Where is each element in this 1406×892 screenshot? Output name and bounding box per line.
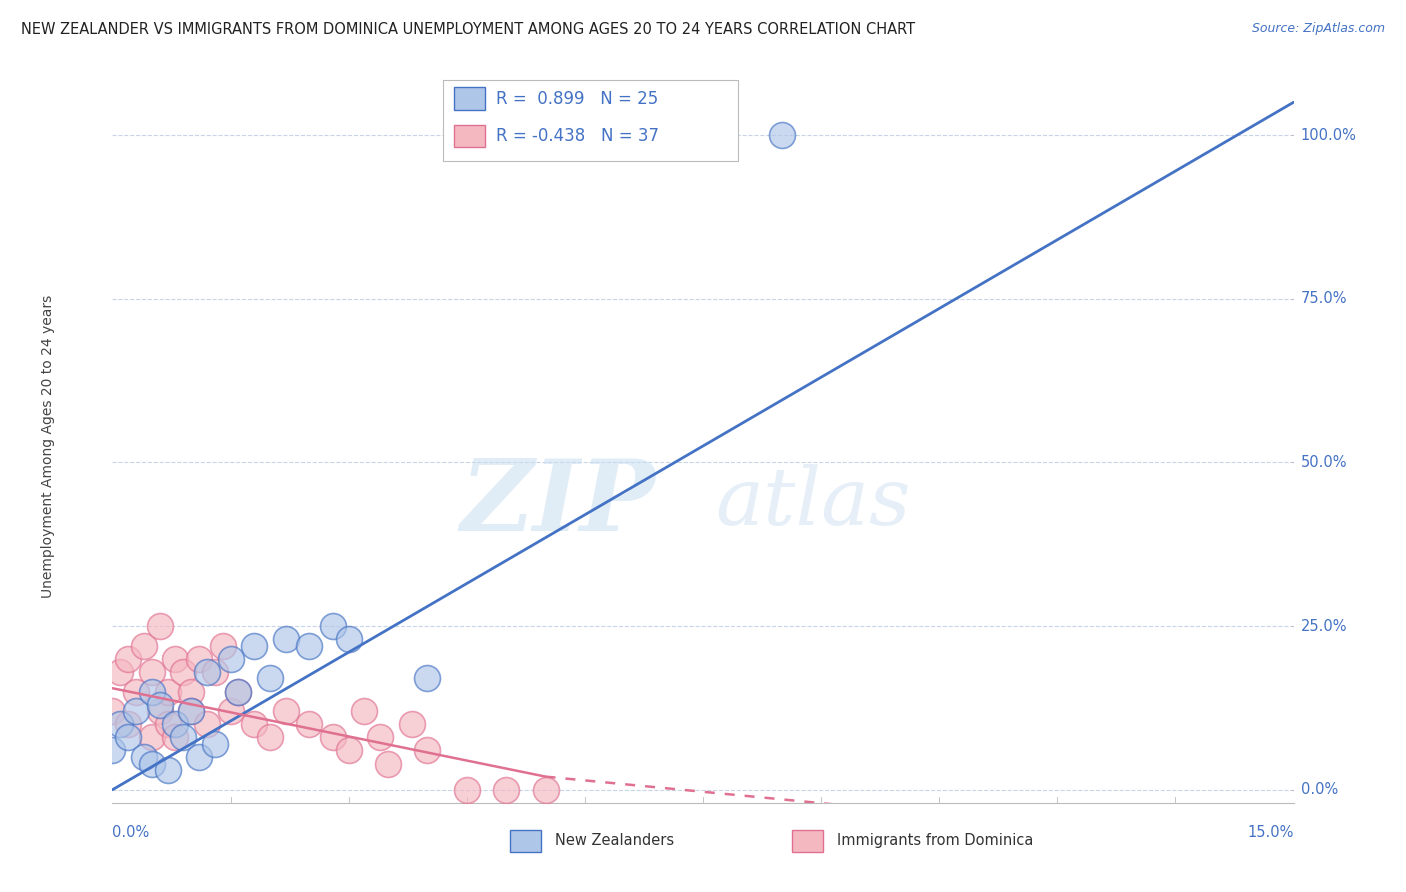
Text: atlas: atlas	[714, 465, 910, 541]
Text: R = -0.438   N = 37: R = -0.438 N = 37	[496, 127, 659, 145]
Point	[228, 684, 250, 698]
Point	[156, 684, 179, 698]
Point	[156, 763, 179, 777]
Point	[165, 731, 187, 745]
Point	[195, 717, 218, 731]
Text: 25.0%: 25.0%	[1301, 618, 1347, 633]
Text: 50.0%: 50.0%	[1301, 455, 1347, 470]
Point	[125, 684, 148, 698]
Point	[180, 684, 202, 698]
Point	[101, 743, 124, 757]
Text: 100.0%: 100.0%	[1301, 128, 1357, 143]
Point	[416, 743, 439, 757]
Point	[322, 619, 344, 633]
Point	[141, 684, 163, 698]
Point	[416, 672, 439, 686]
Point	[274, 704, 297, 718]
Point	[188, 652, 211, 666]
Point	[243, 639, 266, 653]
Point	[204, 665, 226, 679]
Point	[243, 717, 266, 731]
Point	[110, 665, 132, 679]
Point	[495, 782, 517, 797]
Point	[298, 717, 321, 731]
Point	[770, 128, 793, 142]
Point	[165, 717, 187, 731]
Point	[188, 750, 211, 764]
Point	[141, 756, 163, 771]
Text: 75.0%: 75.0%	[1301, 291, 1347, 306]
Point	[132, 750, 155, 764]
Text: Source: ZipAtlas.com: Source: ZipAtlas.com	[1251, 22, 1385, 36]
Point	[117, 652, 139, 666]
Text: 15.0%: 15.0%	[1247, 825, 1294, 840]
Point	[149, 619, 172, 633]
Point	[259, 731, 281, 745]
Point	[377, 756, 399, 771]
Point	[211, 639, 233, 653]
Point	[132, 639, 155, 653]
Point	[456, 782, 478, 797]
Point	[117, 717, 139, 731]
Text: 0.0%: 0.0%	[1301, 782, 1337, 797]
Point	[172, 665, 194, 679]
Point	[337, 632, 360, 647]
Text: 0.0%: 0.0%	[112, 825, 149, 840]
Point	[337, 743, 360, 757]
Point	[401, 717, 423, 731]
Text: R =  0.899   N = 25: R = 0.899 N = 25	[496, 89, 658, 108]
Point	[274, 632, 297, 647]
Text: Immigrants from Dominica: Immigrants from Dominica	[837, 833, 1033, 848]
Point	[298, 639, 321, 653]
Point	[534, 782, 557, 797]
Point	[172, 731, 194, 745]
Text: NEW ZEALANDER VS IMMIGRANTS FROM DOMINICA UNEMPLOYMENT AMONG AGES 20 TO 24 YEARS: NEW ZEALANDER VS IMMIGRANTS FROM DOMINIC…	[21, 22, 915, 37]
Point	[368, 731, 391, 745]
Point	[156, 717, 179, 731]
Point	[165, 652, 187, 666]
Point	[195, 665, 218, 679]
Point	[125, 704, 148, 718]
Point	[101, 704, 124, 718]
Text: Unemployment Among Ages 20 to 24 years: Unemployment Among Ages 20 to 24 years	[41, 294, 55, 598]
Point	[228, 684, 250, 698]
Point	[141, 731, 163, 745]
Point	[259, 672, 281, 686]
Point	[141, 665, 163, 679]
Text: New Zealanders: New Zealanders	[555, 833, 675, 848]
Point	[149, 698, 172, 712]
Point	[219, 652, 242, 666]
Point	[219, 704, 242, 718]
Point	[180, 704, 202, 718]
Text: ZIP: ZIP	[461, 455, 655, 551]
Point	[117, 731, 139, 745]
Point	[180, 704, 202, 718]
Point	[110, 717, 132, 731]
Point	[322, 731, 344, 745]
Point	[149, 704, 172, 718]
Point	[204, 737, 226, 751]
Point	[353, 704, 375, 718]
